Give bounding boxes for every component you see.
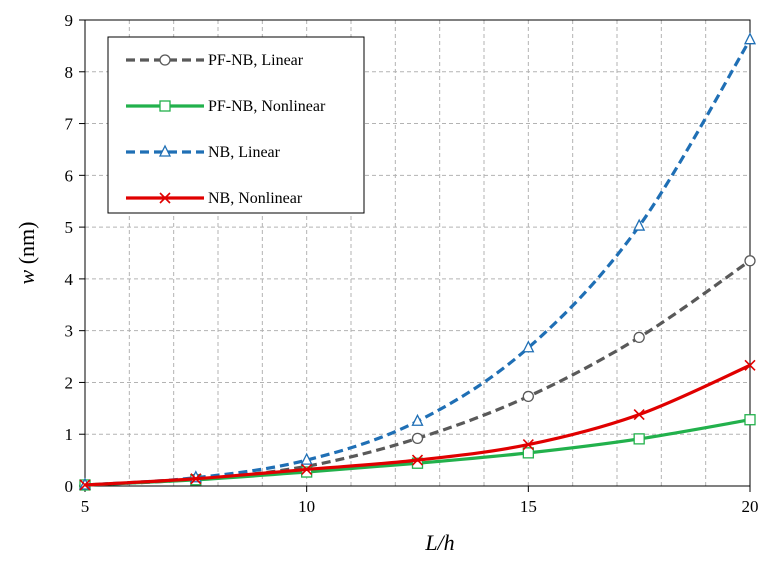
legend: PF-NB, Linear PF-NB, Nonlinear NB, Linear N… (107, 36, 365, 214)
data-point-x (301, 463, 313, 475)
data-point-triangle (743, 32, 757, 45)
data-point-square (744, 414, 756, 426)
axes (79, 19, 751, 492)
series-layer (78, 32, 757, 491)
y-axis-unit: (nm) (14, 222, 39, 265)
legend-label: PF-NB, Nonlinear (208, 98, 326, 115)
y-tick-label: 6 (65, 166, 74, 185)
data-point-square (301, 466, 313, 478)
x-tick-label: 5 (81, 497, 90, 516)
data-point-square (159, 100, 171, 112)
legend-label: PF-NB, Linear (208, 52, 304, 69)
y-tick-label: 9 (65, 11, 74, 30)
y-tick-label: 1 (65, 425, 74, 444)
series-x (79, 359, 756, 491)
data-point-x (190, 473, 202, 485)
x-tick-label: 20 (742, 497, 759, 516)
data-point-square (522, 447, 534, 459)
x-tick-label: 15 (520, 497, 537, 516)
data-point-triangle (633, 218, 646, 231)
data-point-square (633, 433, 645, 445)
legend-entry: PF-NB, Linear (126, 52, 304, 69)
data-point-circle (159, 54, 171, 66)
data-point-x (159, 192, 171, 204)
y-tick-label: 2 (65, 373, 74, 392)
data-point-triangle (300, 452, 313, 465)
y-tick-label: 4 (65, 270, 74, 289)
data-point-circle (411, 432, 424, 445)
legend-entry: NB, Nonlinear (126, 190, 303, 207)
data-point-x (744, 359, 756, 371)
legend-entry: NB, Linear (126, 144, 281, 161)
data-point-x (411, 454, 424, 466)
data-point-x (522, 439, 534, 451)
y-tick-label: 8 (65, 63, 74, 82)
data-point-circle (633, 331, 645, 344)
plot-frame (84, 19, 751, 487)
legend-entry: PF-NB, Nonlinear (126, 98, 326, 115)
legend-label: NB, Linear (208, 144, 281, 161)
data-point-circle (522, 390, 534, 403)
y-tick-label: 7 (65, 115, 74, 134)
data-point-circle (744, 255, 756, 267)
x-axis-title: L/h (424, 530, 454, 555)
y-tick-label: 3 (65, 322, 74, 341)
x-tick-label: 10 (298, 497, 315, 516)
data-point-x (633, 408, 645, 421)
y-tick-label: 5 (65, 218, 74, 237)
data-point-triangle (158, 144, 172, 157)
y-tick-label: 0 (65, 477, 74, 496)
data-point-x (79, 479, 91, 491)
data-point-square (411, 457, 424, 469)
data-point-triangle (522, 340, 535, 353)
y-axis-symbol: w (14, 269, 39, 284)
y-axis-title: w (nm) (14, 222, 39, 285)
data-point-triangle (411, 413, 424, 426)
legend-box (107, 36, 365, 214)
legend-label: NB, Nonlinear (208, 190, 303, 207)
tick-labels: 5 10 15 20 0 1 2 3 4 5 6 7 8 9 (65, 11, 759, 516)
